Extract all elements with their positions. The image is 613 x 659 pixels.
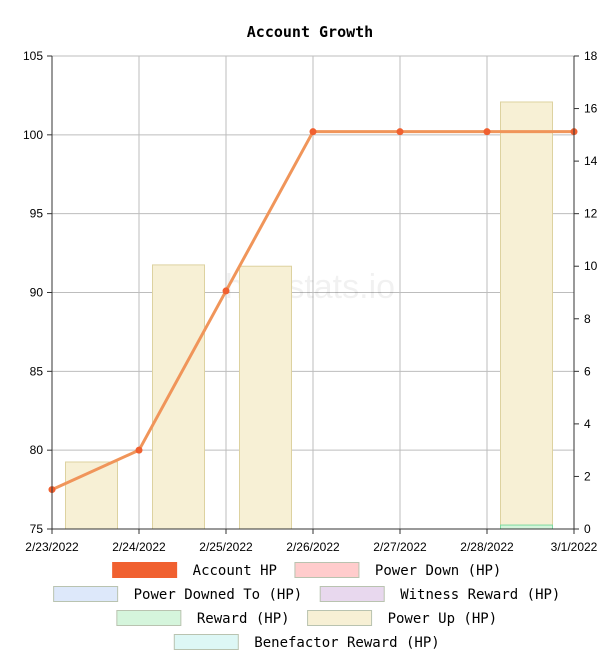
legend-swatch [173, 634, 239, 650]
y-right-tick-label: 18 [584, 49, 598, 63]
bar-series [65, 101, 553, 530]
chart-legend: Account HP Power Down (HP) Power Downed To… [53, 562, 560, 651]
x-tick-label: 2/27/2022 [373, 540, 427, 554]
legend-swatch [53, 586, 119, 602]
x-tick-label: 2/28/2022 [460, 540, 514, 554]
y-left-tick-label: 100 [23, 128, 43, 142]
legend-swatch [116, 610, 182, 626]
legend-label: Benefactor Reward (HP) [254, 635, 439, 651]
x-tick-label: 2/26/2022 [286, 540, 340, 554]
line-point [135, 446, 143, 454]
legend-swatch [319, 586, 385, 602]
y-left-tick-label: 90 [30, 286, 44, 300]
line-series [48, 128, 578, 494]
y-right-tick-label: 10 [584, 259, 598, 273]
legend-swatch [294, 562, 360, 578]
legend-label: Power Downed To (HP) [134, 587, 303, 603]
legend-label: Power Down (HP) [375, 563, 501, 579]
y-right-tick-label: 14 [584, 154, 598, 168]
x-tick-label: 2/25/2022 [199, 540, 253, 554]
y-left-tick-label: 80 [30, 443, 44, 457]
chart-title: Account Growth [247, 23, 373, 41]
y-left-tick-label: 105 [23, 49, 43, 63]
line-point [222, 287, 230, 295]
legend-label: Account HP [193, 563, 277, 579]
line-point [396, 128, 404, 136]
legend-label: Power Up (HP) [388, 611, 498, 627]
legend-swatch [307, 610, 373, 626]
y-left-tick-label: 75 [30, 522, 44, 536]
bar [500, 524, 553, 530]
bar [500, 101, 553, 530]
y-left-tick-label: 85 [30, 364, 44, 378]
legend-label: Witness Reward (HP) [400, 587, 560, 603]
line-point [483, 128, 491, 136]
y-right-tick-label: 0 [584, 522, 591, 536]
y-right-tick-label: 8 [584, 312, 591, 326]
y-right-tick-label: 6 [584, 364, 591, 378]
legend-label: Reward (HP) [197, 611, 290, 627]
y-right-tick-label: 16 [584, 102, 598, 116]
y-right-tick-label: 12 [584, 207, 598, 221]
x-tick-label: 2/24/2022 [112, 540, 166, 554]
x-tick-label: 3/1/2022 [551, 540, 598, 554]
y-right-tick-label: 4 [584, 417, 591, 431]
legend-swatch [112, 562, 178, 578]
y-left-tick-label: 95 [30, 207, 44, 221]
line-point [309, 128, 317, 136]
y-right-tick-label: 2 [584, 469, 591, 483]
x-tick-label: 2/23/2022 [25, 540, 79, 554]
bar [152, 264, 205, 530]
chart-axes: 75 80 85 90 95 100 105 0 2 4 6 8 10 12 14 16 18 2/23/2022… [23, 49, 598, 554]
bar [239, 265, 292, 530]
